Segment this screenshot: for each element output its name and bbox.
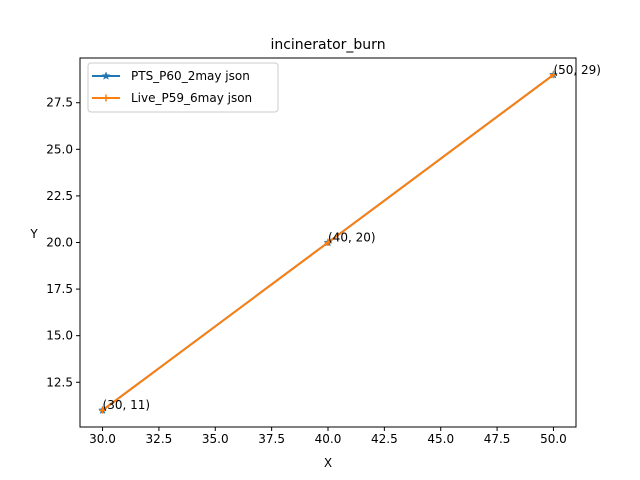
y-axis-label: Y (29, 227, 38, 241)
x-tick-label: 35.0 (202, 432, 229, 446)
series-2 (99, 71, 557, 414)
legend-marker (101, 71, 111, 80)
x-tick-label: 50.0 (540, 432, 567, 446)
chart-title: incinerator_burn (270, 37, 385, 53)
annotation-layer: (30, 11) (40, 20) (50, 29) (103, 63, 601, 412)
point-annotation: (40, 20) (328, 231, 376, 245)
legend-label: PTS_P60_2may json (131, 69, 250, 83)
x-tick-label: 47.5 (484, 432, 511, 446)
legend-entries: PTS_P60_2may json Live_P59_6may json (92, 69, 252, 105)
y-tick-label: 22.5 (46, 189, 73, 203)
x-tick-label: 30.0 (89, 432, 116, 446)
x-tick-label: 32.5 (146, 432, 173, 446)
y-tick-label: 25.0 (46, 142, 73, 156)
y-axis-ticks: 12.5 15.0 17.5 20.0 22.5 25.0 27.5 (46, 96, 80, 389)
y-tick-label: 15.0 (46, 329, 73, 343)
legend-entry: Live_P59_6may json (92, 91, 252, 105)
point-annotation: (30, 11) (103, 398, 151, 412)
y-tick-label: 12.5 (46, 375, 73, 389)
legend-label: Live_P59_6may json (131, 91, 252, 105)
data-point (324, 239, 332, 246)
y-tick-label: 17.5 (46, 282, 73, 296)
x-tick-label: 40.0 (315, 432, 342, 446)
x-axis-ticks: 30.0 32.5 35.0 37.5 40.0 42.5 45.0 47.5 50.0 (89, 427, 567, 446)
x-axis-label: X (324, 456, 332, 470)
data-point (549, 71, 557, 79)
legend-box (87, 62, 279, 113)
legend-marker (102, 94, 110, 102)
x-tick-label: 37.5 (258, 432, 285, 446)
data-point (99, 406, 107, 414)
legend: PTS_P60_2may json Live_P59_6may json (87, 62, 279, 113)
series-layer (98, 70, 558, 415)
legend-entry: PTS_P60_2may json (92, 69, 250, 83)
y-tick-label: 27.5 (46, 96, 73, 110)
y-tick-label: 20.0 (46, 236, 73, 250)
point-annotation: (50, 29) (553, 63, 601, 77)
x-tick-label: 45.0 (427, 432, 454, 446)
x-tick-label: 42.5 (371, 432, 398, 446)
